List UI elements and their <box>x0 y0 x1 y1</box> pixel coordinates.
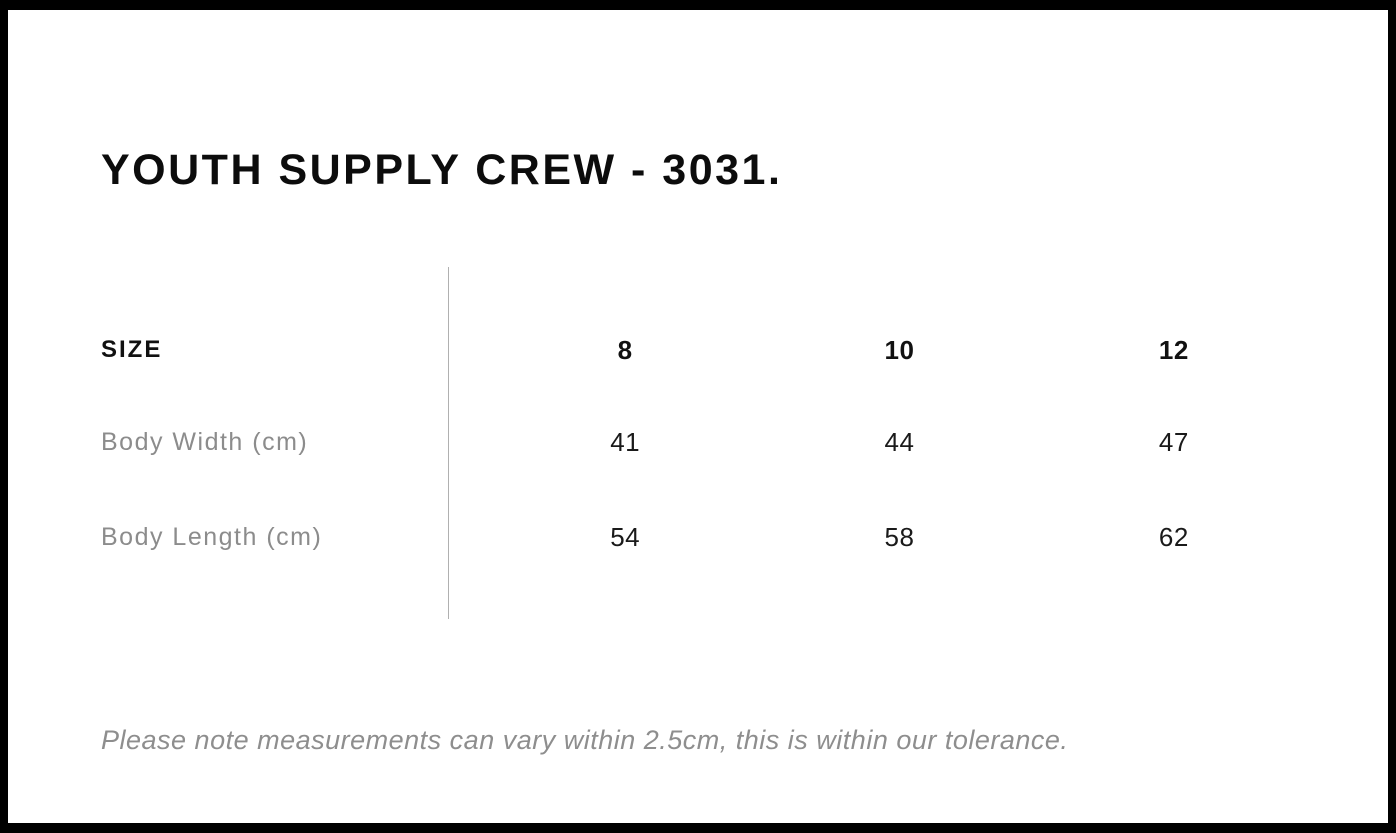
tolerance-note: Please note measurements can vary within… <box>101 725 1069 755</box>
body-width-size-8: 41 <box>610 426 641 457</box>
size-chart-table: SIZE 8 10 12 Body Width (cm) 41 44 47 Bo… <box>101 267 1311 619</box>
size-column-12: 12 <box>1158 334 1189 365</box>
body-width-size-10: 44 <box>884 426 915 457</box>
product-size-chart-title: YOUTH SUPPLY CREW - 3031. <box>101 145 783 194</box>
body-length-size-12: 62 <box>1158 521 1189 552</box>
body-width-row: Body Width (cm) 41 44 47 <box>101 424 1311 460</box>
size-column-8: 8 <box>617 334 633 365</box>
table-vertical-divider <box>448 267 449 619</box>
body-width-size-12: 47 <box>1158 426 1189 457</box>
size-header-row: SIZE 8 10 12 <box>101 332 1311 368</box>
size-header-label: SIZE <box>101 336 163 363</box>
body-length-label: Body Length (cm) <box>101 522 323 551</box>
size-column-10: 10 <box>884 334 915 365</box>
body-length-size-8: 54 <box>610 521 641 552</box>
body-length-size-10: 58 <box>884 521 915 552</box>
body-width-label: Body Width (cm) <box>101 427 309 456</box>
body-length-row: Body Length (cm) 54 58 62 <box>101 519 1311 555</box>
